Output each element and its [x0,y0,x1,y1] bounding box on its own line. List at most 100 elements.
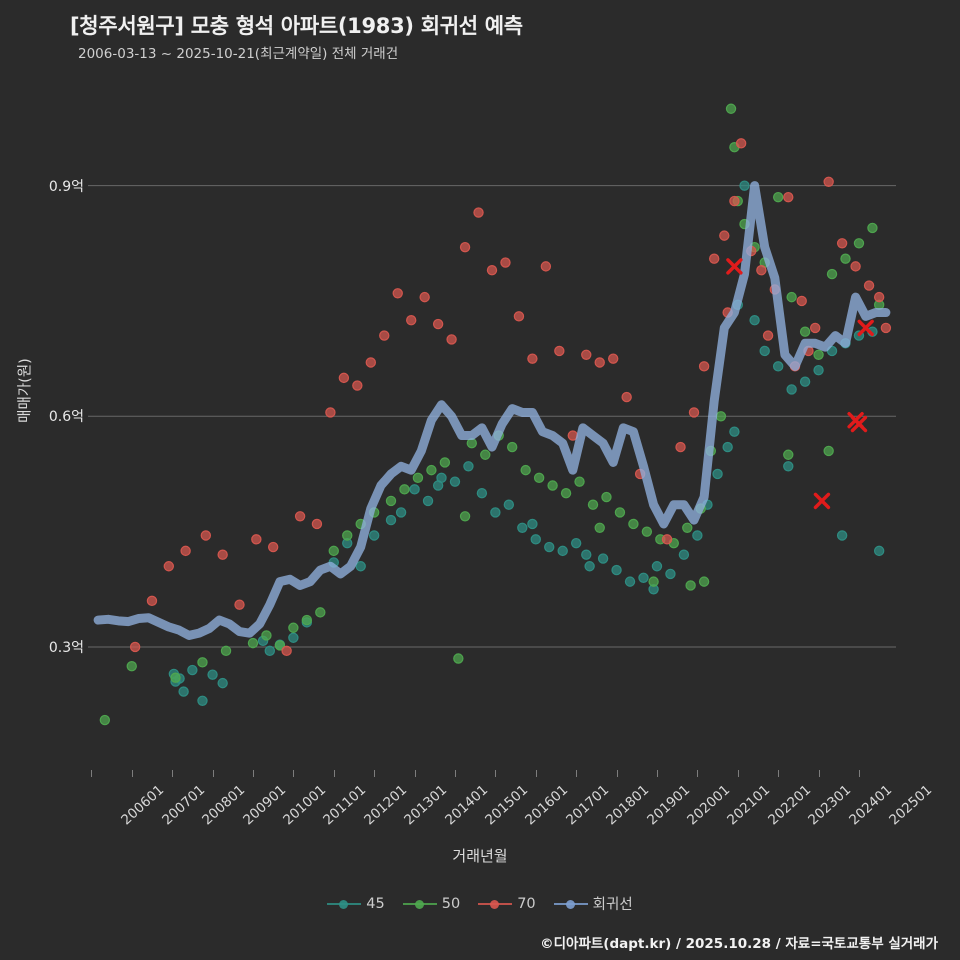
data-point[interactable] [719,230,730,241]
data-point[interactable] [810,322,821,334]
data-point[interactable] [709,253,720,264]
data-point[interactable] [264,645,275,657]
data-point[interactable] [651,561,663,572]
legend-item-회귀선[interactable]: 회귀선 [553,893,633,914]
cancelled-marker-icon[interactable] [813,492,831,510]
data-point[interactable] [712,468,723,480]
data-point[interactable] [234,599,245,610]
data-point[interactable] [840,253,851,264]
data-point[interactable] [325,407,336,418]
data-point[interactable] [352,380,363,391]
data-point[interactable] [126,661,137,672]
data-point[interactable] [685,580,696,591]
data-point[interactable] [880,322,892,334]
data-point[interactable] [379,330,390,341]
data-point[interactable] [200,530,212,541]
data-point[interactable] [772,191,784,203]
legend-item-45[interactable]: 45 [327,896,385,912]
data-point[interactable] [853,238,865,249]
data-point[interactable] [220,645,232,657]
data-point[interactable] [338,372,350,384]
data-point[interactable] [799,326,811,337]
data-point[interactable] [581,549,592,560]
data-point[interactable] [513,311,525,322]
data-point[interactable] [698,361,710,372]
data-point[interactable] [527,518,538,530]
data-point[interactable] [836,238,848,249]
data-point[interactable] [187,664,198,676]
data-point[interactable] [426,464,437,476]
data-point[interactable] [178,686,189,697]
data-point[interactable] [772,361,784,372]
data-point[interactable] [446,334,457,345]
cancelled-marker-icon[interactable] [726,258,743,275]
data-point[interactable] [873,545,885,557]
data-point[interactable] [725,103,737,114]
data-point[interactable] [638,572,649,583]
data-point[interactable] [863,280,875,291]
data-point[interactable] [786,384,797,395]
data-point[interactable] [99,714,111,726]
data-point[interactable] [729,426,740,437]
data-point[interactable] [507,441,518,453]
data-point[interactable] [517,522,528,533]
data-point[interactable] [217,549,228,560]
data-point[interactable] [342,530,353,541]
data-point[interactable] [799,376,811,387]
data-point[interactable] [409,484,420,495]
data-point[interactable] [621,391,632,403]
data-point[interactable] [399,484,410,495]
data-point[interactable] [581,349,592,360]
data-point[interactable] [628,518,639,530]
data-point[interactable] [129,641,141,653]
data-point[interactable] [288,622,299,633]
data-point[interactable] [729,195,740,207]
data-point[interactable] [547,480,558,491]
data-point[interactable] [739,180,750,191]
data-point[interactable] [678,549,690,560]
data-point[interactable] [385,514,397,526]
data-point[interactable] [453,653,464,664]
data-point[interactable] [698,576,710,587]
data-point[interactable] [611,564,622,576]
data-point[interactable] [392,288,403,299]
data-point[interactable] [570,537,582,549]
data-point[interactable] [614,507,626,518]
data-point[interactable] [735,138,747,149]
data-point[interactable] [197,695,208,707]
data-point[interactable] [217,677,228,689]
data-point[interactable] [786,291,797,303]
data-point[interactable] [624,576,636,587]
data-point[interactable] [783,191,794,203]
data-point[interactable] [648,576,659,587]
data-point[interactable] [419,291,430,303]
data-point[interactable] [463,461,474,472]
data-point[interactable] [197,657,208,668]
data-point[interactable] [540,261,552,272]
cancelled-marker-icon[interactable] [857,319,874,337]
data-point[interactable] [459,241,471,253]
data-point[interactable] [520,464,531,476]
data-point[interactable] [675,441,686,453]
data-point[interactable] [533,472,545,484]
data-point[interactable] [756,265,767,276]
data-point[interactable] [439,457,451,468]
data-point[interactable] [796,295,807,307]
data-point[interactable] [355,561,366,572]
data-point[interactable] [867,222,878,234]
data-point[interactable] [432,480,444,491]
data-point[interactable] [486,265,498,276]
data-point[interactable] [597,553,609,564]
data-point[interactable] [826,268,838,280]
data-point[interactable] [459,511,471,522]
data-point[interactable] [601,491,612,503]
data-point[interactable] [180,545,191,557]
data-point[interactable] [823,445,834,457]
data-point[interactable] [608,353,619,364]
data-point[interactable] [288,632,299,643]
legend-item-50[interactable]: 50 [402,896,460,912]
data-point[interactable] [274,640,286,651]
data-point[interactable] [554,345,565,357]
data-point[interactable] [813,364,824,376]
data-point[interactable] [146,595,158,607]
